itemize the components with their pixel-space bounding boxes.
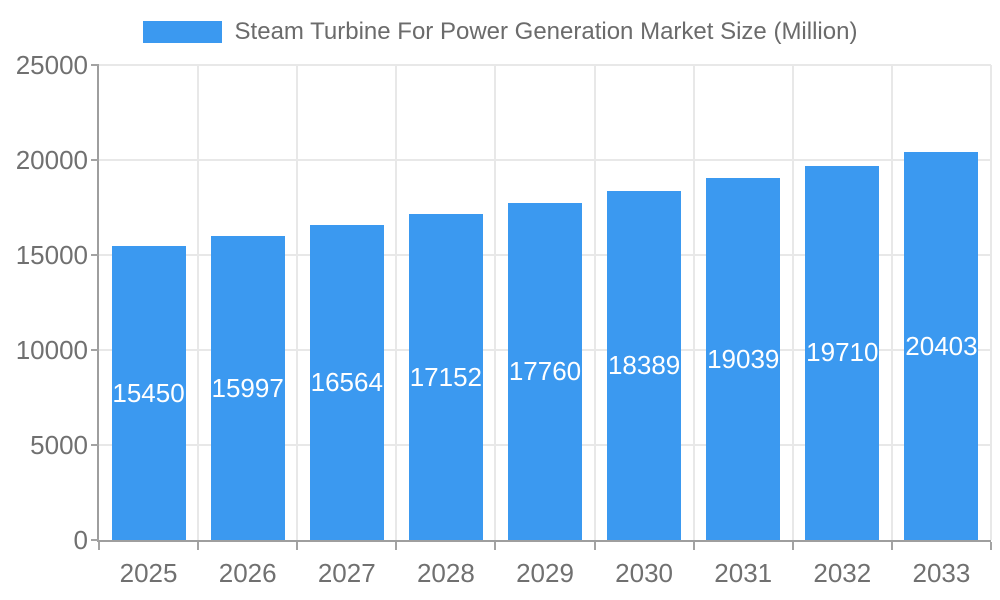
gridline-horizontal <box>99 159 991 161</box>
legend-label[interactable]: Steam Turbine For Power Generation Marke… <box>234 18 858 45</box>
x-axis-tick <box>692 542 695 550</box>
x-tick-label: 2032 <box>813 558 872 588</box>
y-axis-tick <box>91 159 99 161</box>
bar: 20403 <box>904 152 979 540</box>
bar: 16564 <box>309 225 384 540</box>
x-axis-tick <box>890 542 893 550</box>
y-axis-tick <box>91 444 99 446</box>
gridline-vertical <box>791 65 794 540</box>
bar: 19710 <box>805 165 880 540</box>
bar: 17152 <box>408 214 483 540</box>
chart-legend: Steam Turbine For Power Generation Marke… <box>0 18 1000 46</box>
gridline-vertical <box>593 65 596 540</box>
gridline-horizontal <box>99 64 991 66</box>
bar-value-label: 19039 <box>707 343 780 374</box>
y-tick-label: 25000 <box>15 50 88 80</box>
y-tick-label: 10000 <box>15 335 88 365</box>
y-tick-label: 20000 <box>15 145 88 175</box>
bar: 15450 <box>111 246 186 540</box>
bar: 17760 <box>508 202 582 540</box>
bar-value-label: 17760 <box>508 355 582 386</box>
y-axis-tick <box>91 349 99 351</box>
bar-value-label: 18389 <box>607 349 681 380</box>
x-axis-tick <box>990 542 992 550</box>
gridline-vertical <box>890 65 893 540</box>
x-tick-label: 2030 <box>615 558 674 588</box>
x-tick-label: 2028 <box>416 558 475 588</box>
bar-value-label: 17152 <box>409 361 483 392</box>
bar: 15997 <box>210 236 285 540</box>
bar-value-label: 16564 <box>310 367 383 398</box>
x-axis-tick <box>593 542 596 550</box>
plot-area: 15450 15997 16564 17152 17760 18389 19039 19710… <box>91 64 992 550</box>
x-tick-label: 2031 <box>714 558 773 588</box>
x-axis-tick <box>98 542 100 550</box>
x-axis-tick <box>197 542 200 550</box>
bar-value-label: 15997 <box>211 372 284 403</box>
gridline-vertical <box>296 65 299 540</box>
y-tick-label: 5000 <box>30 430 88 460</box>
x-tick-label: 2027 <box>317 558 376 588</box>
y-axis: 0 5000 10000 15000 20000 25000 <box>0 52 88 553</box>
y-axis-tick <box>91 254 99 256</box>
bar-value-label: 20403 <box>905 330 978 361</box>
x-tick-label: 2029 <box>516 558 574 588</box>
bar: 19039 <box>706 178 781 540</box>
y-axis-tick <box>91 539 99 541</box>
x-axis-tick <box>395 542 398 550</box>
gridline-vertical <box>692 65 695 540</box>
x-tick-label: 2033 <box>912 558 971 588</box>
gridline-vertical <box>494 65 497 540</box>
bar-value-label: 15450 <box>112 377 185 408</box>
x-axis: 2025 2026 2027 2028 2029 2030 2031 2032 2033 <box>99 560 991 590</box>
legend-swatch-icon[interactable] <box>142 21 222 43</box>
x-tick-label: 2026 <box>218 558 277 588</box>
gridline-vertical <box>197 65 200 540</box>
x-tick-label: 2025 <box>119 558 178 588</box>
y-tick-label: 0 <box>73 525 88 555</box>
x-axis-tick <box>494 542 497 550</box>
x-axis-tick <box>791 542 794 550</box>
gridline-vertical <box>990 65 992 540</box>
bar: 18389 <box>607 190 682 540</box>
x-axis-tick <box>296 542 299 550</box>
y-axis-tick <box>91 64 99 66</box>
bar-value-label: 19710 <box>806 337 879 368</box>
gridline-vertical <box>395 65 398 540</box>
y-tick-label: 15000 <box>15 240 88 270</box>
